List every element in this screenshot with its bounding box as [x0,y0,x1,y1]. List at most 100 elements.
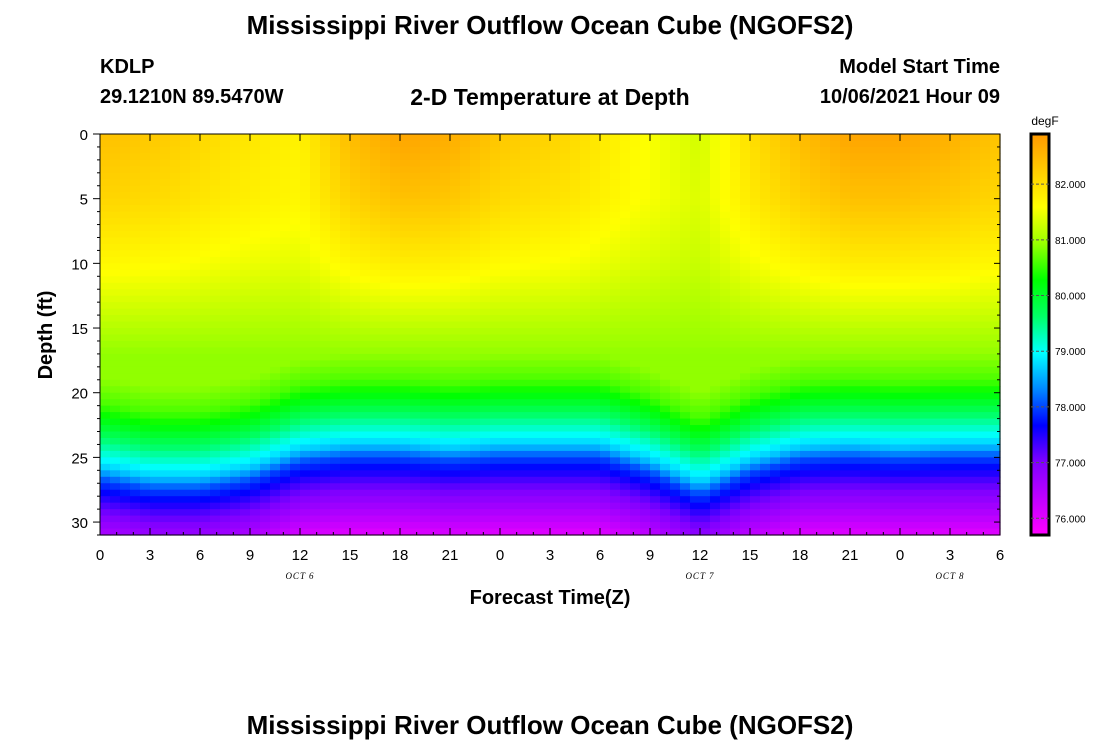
heatmap-cell [440,353,451,361]
heatmap-cell [330,282,341,290]
heatmap-cell [850,166,861,174]
heatmap-cell [120,237,131,245]
heatmap-cell [860,515,871,523]
heatmap-cell [170,366,181,374]
heatmap-cell [690,405,701,413]
heatmap-cell [650,276,661,284]
heatmap-cell [370,399,381,407]
heatmap-cell [650,431,661,439]
heatmap-cell [210,366,221,374]
heatmap-cell [240,373,251,381]
heatmap-cell [710,146,721,155]
heatmap-cell [350,470,361,478]
heatmap-cell [610,192,621,200]
heatmap-cell [570,392,581,400]
heatmap-cell [380,450,391,458]
heatmap-cell [610,276,621,284]
heatmap-cell [650,166,661,174]
heatmap-cell [430,360,441,368]
heatmap-cell [450,211,461,219]
heatmap-cell [580,269,591,277]
heatmap-cell [830,496,841,504]
heatmap-cell [800,463,811,471]
heatmap-cell [710,315,721,323]
heatmap-cell [460,470,471,478]
heatmap-cell [390,140,401,148]
heatmap-cell [810,153,821,161]
heatmap-cell [270,437,281,446]
heatmap-cell [330,328,341,336]
heatmap-cell [200,321,211,329]
heatmap-cell [750,192,761,200]
heatmap-cell [390,437,401,446]
heatmap-cell [220,153,231,161]
heatmap-cell [710,134,721,142]
heatmap-cell [310,379,321,387]
heatmap-cell [850,528,861,536]
heatmap-cell [770,360,781,368]
heatmap-cell [850,243,861,252]
heatmap-cell [530,179,541,187]
heatmap-cell [550,340,561,349]
heatmap-cell [770,282,781,290]
heatmap-cell [240,334,251,342]
heatmap-cell [320,360,331,368]
heatmap-cell [770,379,781,387]
heatmap-cell [790,159,801,167]
heatmap-cell [200,444,211,452]
heatmap-cell [290,379,301,387]
heatmap-cell [800,353,811,361]
heatmap-cell [450,463,461,471]
heatmap-cell [330,496,341,504]
heatmap-cell [620,166,631,174]
heatmap-cell [820,340,831,349]
heatmap-cell [220,308,231,316]
heatmap-cell [370,224,381,232]
heatmap-cell [760,269,771,277]
heatmap-cell [530,250,541,258]
heatmap-cell [600,360,611,368]
heatmap-cell [100,237,111,245]
heatmap-cell [110,192,121,200]
heatmap-cell [500,302,511,310]
heatmap-cell [110,379,121,387]
heatmap-cell [890,159,901,167]
heatmap-cell [230,340,241,349]
heatmap-cell [330,198,341,206]
heatmap-cell [270,166,281,174]
heatmap-cell [650,243,661,252]
heatmap-cell [460,198,471,206]
heatmap-cell [130,269,141,277]
heatmap-cell [420,243,431,252]
heatmap-cell [790,192,801,200]
heatmap-cell [380,140,391,148]
heatmap-cell [340,185,351,193]
heatmap-cell [260,218,271,226]
heatmap-cell [330,509,341,517]
heatmap-cell [880,360,891,368]
heatmap-cell [700,205,711,213]
heatmap-cell [560,231,571,239]
heatmap-cell [330,366,341,374]
heatmap-cell [610,509,621,517]
heatmap-cell [740,192,751,200]
heatmap-cell [560,250,571,258]
heatmap-cell [230,205,241,213]
heatmap-cell [410,334,421,342]
heatmap-cell [490,263,501,271]
heatmap-cell [750,353,761,361]
heatmap-cell [430,399,441,407]
heatmap-cell [750,250,761,258]
heatmap-cell [460,302,471,310]
heatmap-cell [420,502,431,510]
heatmap-cell [640,263,651,271]
heatmap-cell [850,405,861,413]
heatmap-cell [490,392,501,400]
heatmap-cell [570,256,581,264]
heatmap-cell [180,192,191,200]
heatmap-cell [670,386,681,394]
heatmap-cell [590,328,601,336]
heatmap-cell [840,353,851,361]
heatmap-cell [160,360,171,368]
heatmap-cell [700,250,711,258]
